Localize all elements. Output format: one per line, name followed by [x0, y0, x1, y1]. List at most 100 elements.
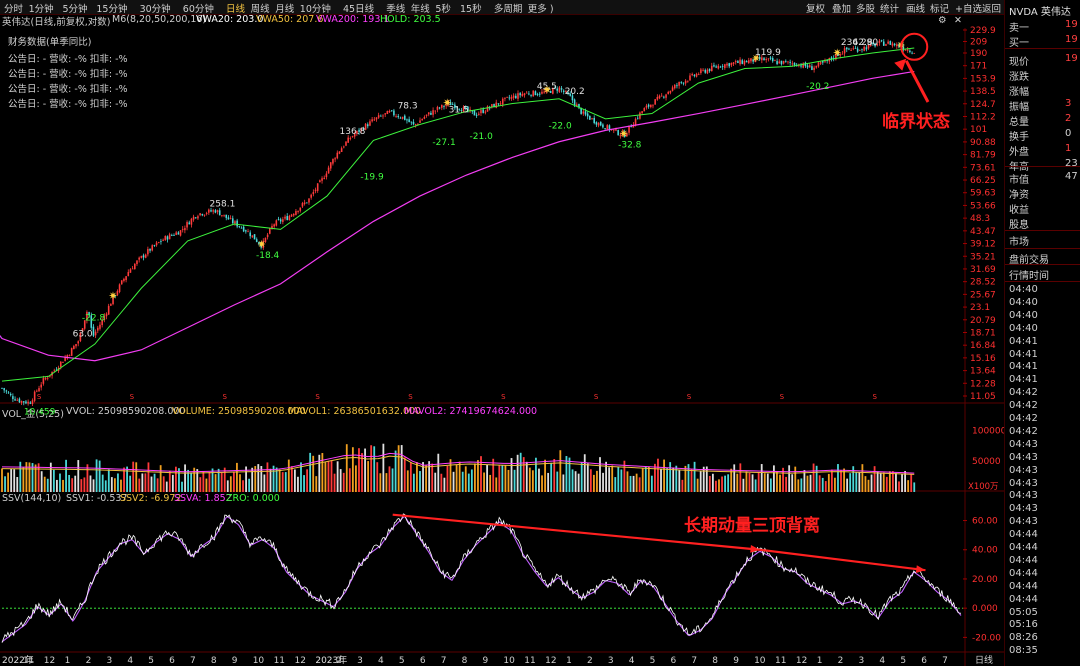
- volume-bar: [223, 467, 226, 492]
- tick-time: 04:43: [1009, 464, 1038, 476]
- gear-icon[interactable]: ⚙: [938, 15, 947, 26]
- volume-bar: [248, 478, 251, 492]
- period-tab[interactable]: 45日线: [343, 4, 375, 15]
- period-tab[interactable]: 年线: [410, 4, 430, 15]
- tool-button[interactable]: 复权: [806, 4, 826, 15]
- price-annotation: 119.9: [755, 48, 781, 58]
- candle-body: [208, 209, 210, 213]
- volume-info-volume: VOLUME: 25098590208.000: [172, 406, 306, 417]
- ma-line-vwa200: [0, 70, 915, 362]
- period-tab[interactable]: 1分钟: [28, 4, 54, 15]
- period-tab[interactable]: 季线: [386, 4, 406, 15]
- volume-bar: [138, 478, 141, 492]
- volume-bar: [788, 465, 791, 492]
- candle-body: [639, 112, 641, 119]
- candle-body: [445, 105, 447, 107]
- period-tab[interactable]: 更多 ): [527, 4, 554, 15]
- volume-bar: [190, 472, 193, 492]
- candle-body: [824, 60, 826, 62]
- candle-body: [427, 112, 430, 115]
- tool-button[interactable]: 统计: [880, 4, 900, 15]
- candle-body: [784, 61, 787, 63]
- period-tab[interactable]: 5秒: [435, 4, 451, 15]
- quote-value: 23: [1065, 158, 1078, 169]
- period-tab[interactable]: 日线: [226, 4, 246, 15]
- tool-button[interactable]: 多股: [856, 4, 876, 15]
- volume-bar: [290, 466, 293, 492]
- volume-bar: [150, 476, 153, 492]
- event-marker-icon: S: [130, 393, 135, 401]
- volume-bar: [800, 478, 803, 492]
- period-tab[interactable]: 月线: [275, 4, 295, 15]
- volume-bar: [840, 469, 842, 492]
- tool-button[interactable]: +自选: [955, 4, 982, 15]
- volume-bar: [690, 469, 693, 492]
- candle-body: [669, 90, 672, 93]
- volume-bar: [446, 465, 449, 492]
- volume-bar: [617, 466, 620, 492]
- signal-star-icon: ✷: [619, 127, 628, 140]
- candle-body: [458, 108, 461, 110]
- x-tick-label: 9: [232, 656, 238, 666]
- candle-body: [3, 388, 5, 391]
- candle-body: [872, 43, 874, 44]
- candle-body: [347, 137, 349, 143]
- period-tab[interactable]: 15分钟: [96, 4, 128, 15]
- mavol1-line: [1, 455, 915, 475]
- divergence-arrow-head: [750, 544, 760, 553]
- period-tab[interactable]: 30分钟: [139, 4, 171, 15]
- tool-button[interactable]: 标记: [930, 4, 950, 15]
- volume-bar: [232, 471, 235, 492]
- period-tab[interactable]: 10分钟: [299, 4, 331, 15]
- candle-body: [882, 41, 885, 46]
- period-tab[interactable]: 分时: [4, 4, 24, 15]
- candle-body: [802, 63, 805, 68]
- volume-bar: [92, 479, 95, 492]
- quote-label: 年高: [1009, 162, 1029, 173]
- event-marker-icon: S: [780, 393, 785, 401]
- volume-bar: [815, 465, 818, 492]
- candle-body: [81, 328, 84, 332]
- candle-body: [552, 87, 554, 94]
- period-tab[interactable]: 周线: [250, 4, 270, 15]
- volume-bar: [431, 463, 434, 492]
- period-tab[interactable]: 5分钟: [62, 4, 88, 15]
- volume-bar: [95, 459, 98, 492]
- tool-button[interactable]: 画线: [906, 4, 926, 15]
- period-tab[interactable]: 15秒: [460, 4, 482, 15]
- volume-bar: [824, 481, 827, 492]
- candle-body: [295, 211, 297, 215]
- close-icon[interactable]: ✕: [954, 15, 962, 26]
- volume-bar: [907, 480, 910, 492]
- period-tab[interactable]: 60分钟: [182, 4, 214, 15]
- y-tick-label: 229.9: [970, 26, 996, 36]
- quote-label: 总量: [1009, 117, 1029, 128]
- volume-bar: [77, 460, 80, 492]
- volume-bar: [541, 475, 543, 492]
- x-tick-label: 2: [587, 656, 593, 666]
- candle-body: [758, 56, 761, 60]
- volume-bar: [269, 468, 272, 492]
- volume-bar: [483, 472, 485, 492]
- candle-body: [608, 125, 611, 131]
- volume-bar: [626, 471, 629, 492]
- candle-body: [380, 115, 382, 117]
- volume-bar: [68, 474, 71, 492]
- volume-bar: [672, 467, 675, 492]
- price-info-vwa200: VWA200: 193.1: [316, 14, 390, 25]
- candle-body: [216, 210, 219, 213]
- candle-body: [517, 93, 519, 99]
- candle-body: [549, 91, 552, 93]
- tool-button[interactable]: 返回: [982, 4, 1002, 15]
- candle-body: [654, 99, 656, 105]
- volume-bar: [275, 467, 278, 492]
- candle-body: [689, 75, 691, 81]
- tool-button[interactable]: 叠加: [832, 4, 852, 15]
- period-tab[interactable]: 多周期: [493, 4, 523, 15]
- volume-bar: [181, 481, 183, 492]
- volume-bar: [559, 450, 562, 492]
- candle-body: [118, 284, 121, 292]
- candle-body: [260, 243, 262, 248]
- ssv-info-name: SSV(144,10): [2, 493, 62, 504]
- x-tick-label: 4: [127, 656, 133, 666]
